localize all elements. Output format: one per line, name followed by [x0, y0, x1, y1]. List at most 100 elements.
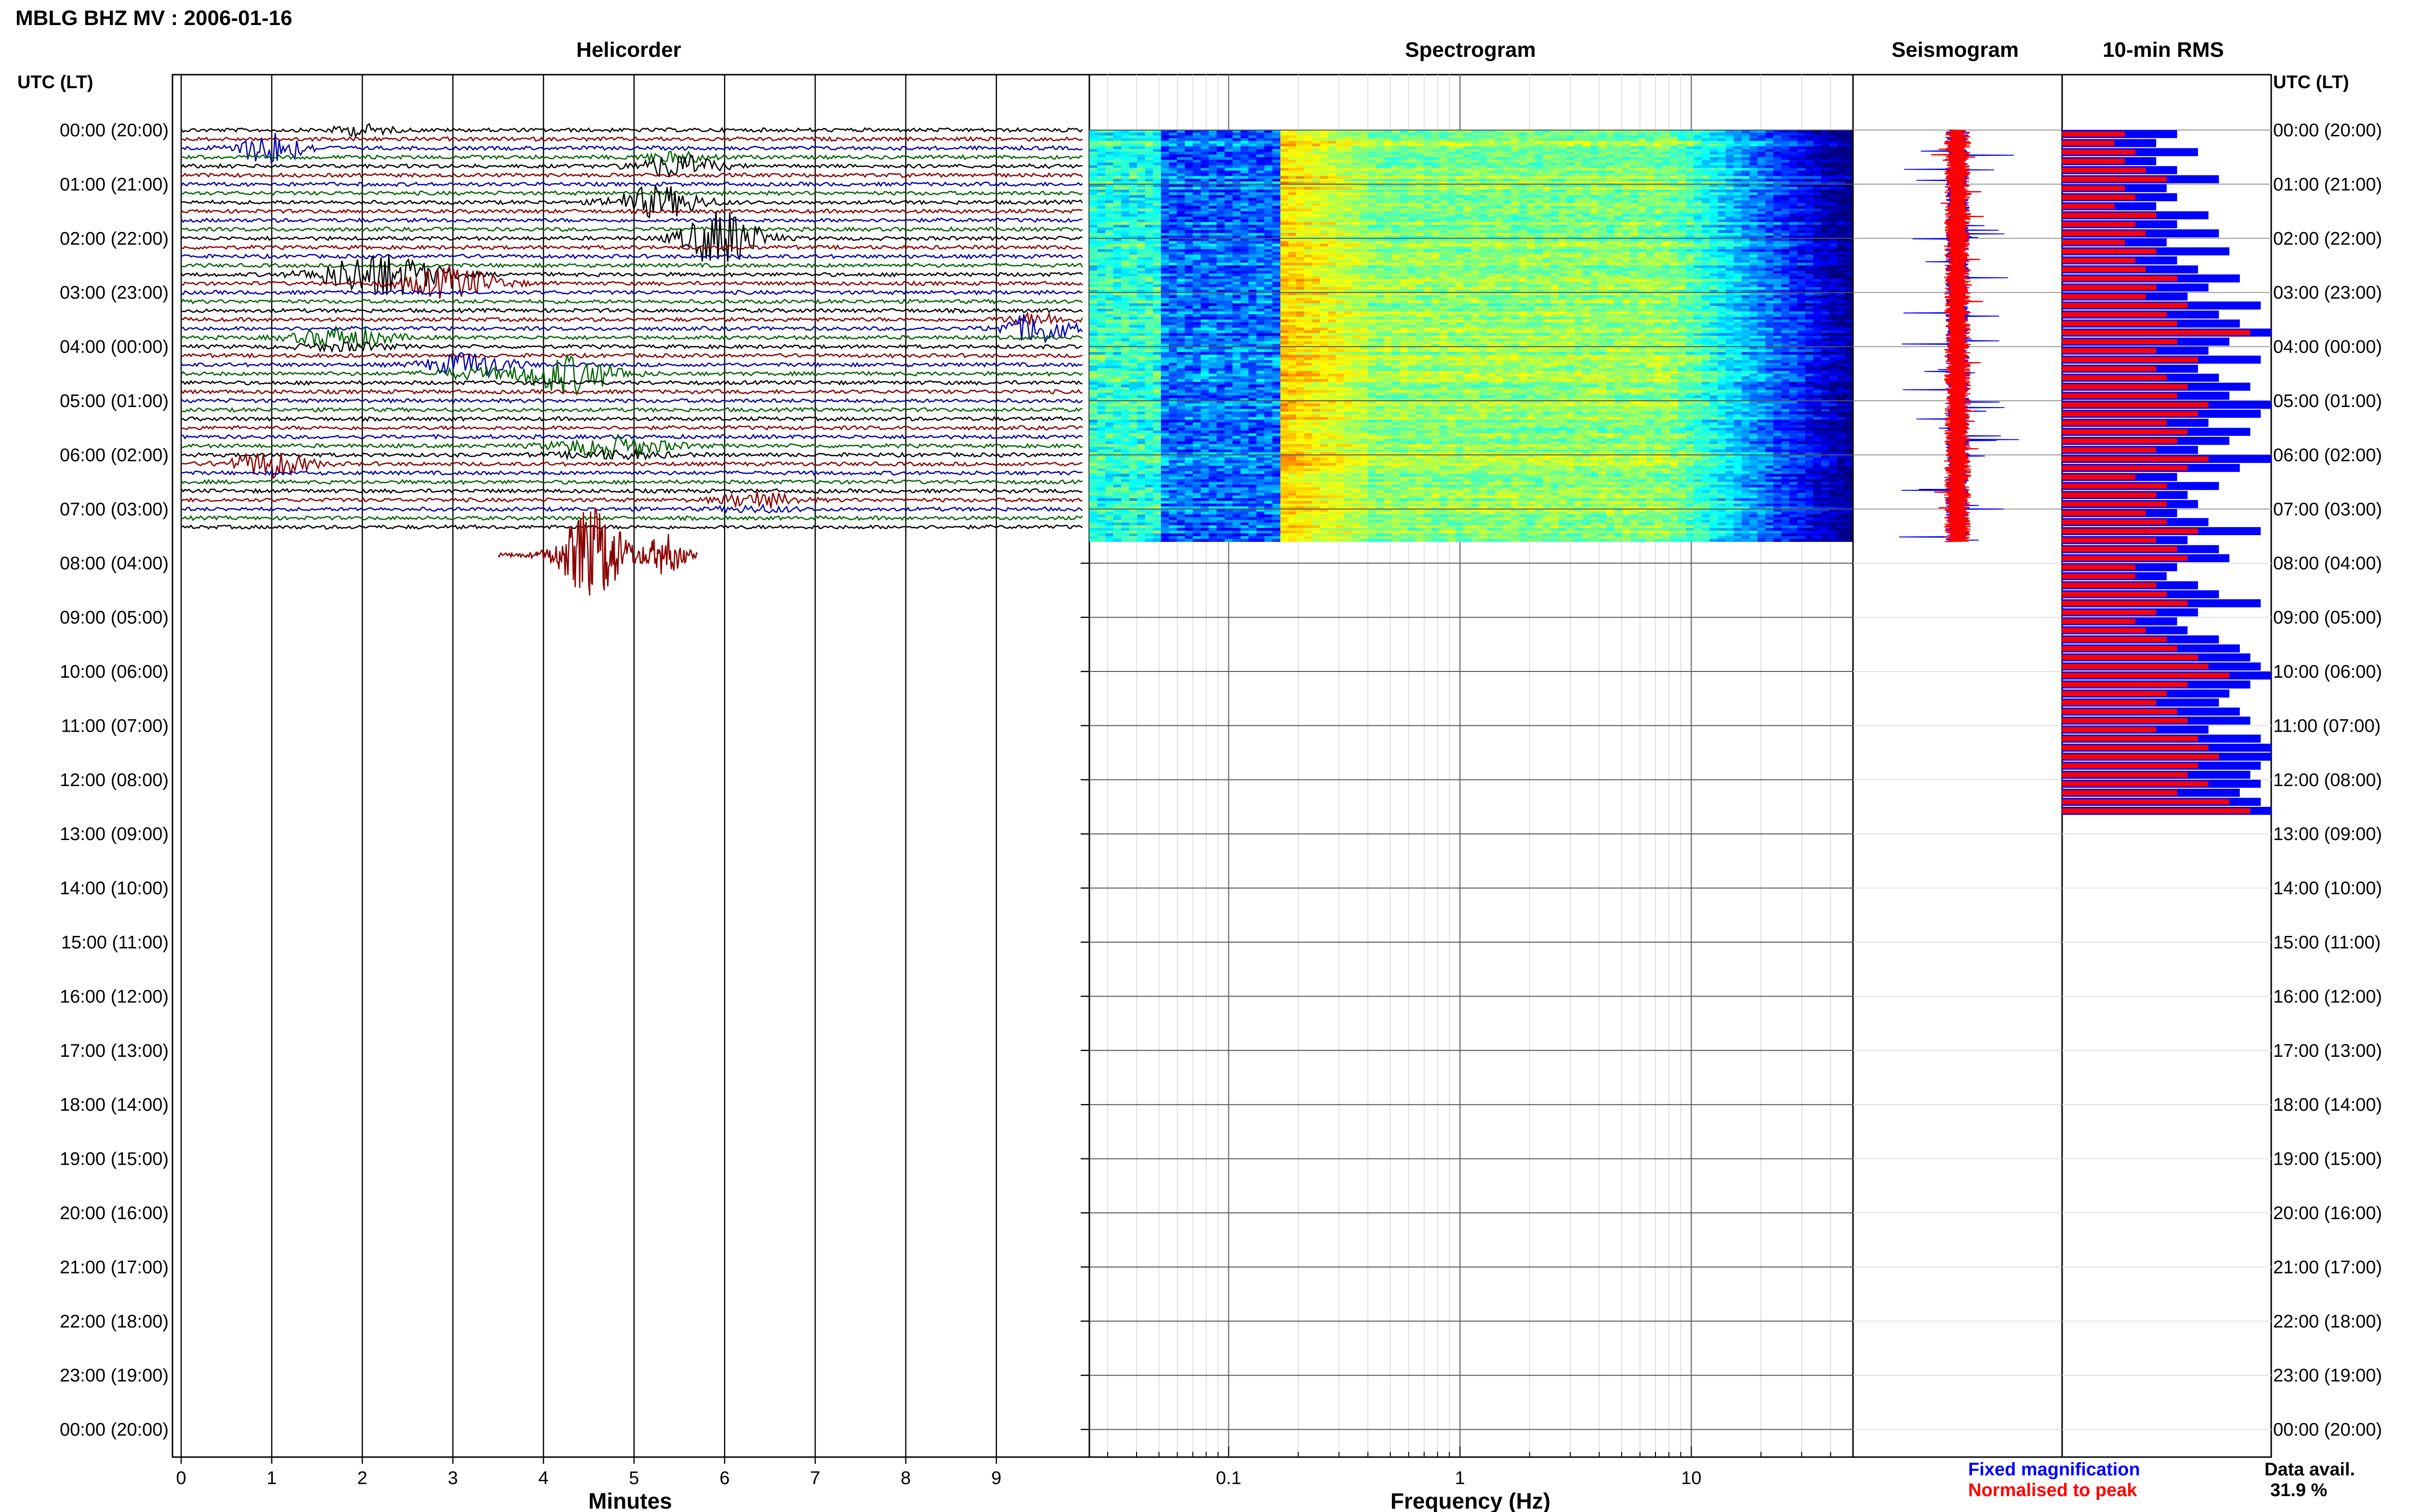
- spectrogram-cell: [1598, 192, 1607, 196]
- spectrogram-cell: [1280, 236, 1289, 239]
- spectrogram-cell: [1320, 152, 1329, 155]
- spectrogram-cell: [1821, 130, 1830, 133]
- spectrogram-cell: [1201, 195, 1209, 198]
- spectrogram-cell: [1686, 132, 1694, 136]
- spectrogram-cell: [1089, 254, 1098, 258]
- spectrogram-cell: [1654, 154, 1663, 158]
- spectrogram-cell: [1185, 222, 1193, 225]
- spectrogram-cell: [1415, 249, 1424, 252]
- spectrogram-cell: [1797, 254, 1806, 258]
- spectrogram-cell: [1328, 141, 1337, 144]
- spectrogram-cell: [1280, 159, 1289, 163]
- spectrogram-cell: [1296, 206, 1305, 209]
- spectrogram-cell: [1105, 176, 1114, 179]
- spectrogram-cell: [1105, 130, 1114, 133]
- spectrogram-cell: [1169, 260, 1178, 263]
- spectrogram-cell: [1240, 233, 1249, 236]
- spectrogram-cell: [1423, 132, 1432, 136]
- spectrogram-cell: [1718, 206, 1726, 209]
- spectrogram-cell: [1543, 149, 1551, 152]
- spectrogram-cell: [1829, 154, 1838, 158]
- spectrogram-cell: [1765, 195, 1774, 198]
- spectrogram-cell: [1105, 132, 1114, 136]
- spectrogram-cell: [1789, 162, 1798, 166]
- spectrogram-cell: [1367, 211, 1377, 214]
- spectrogram-cell: [1201, 246, 1209, 250]
- spectrogram-cell: [1280, 138, 1289, 142]
- spectrogram-cell: [1367, 187, 1377, 190]
- spectrogram-cell: [1129, 192, 1138, 196]
- spectrogram-cell: [1351, 135, 1361, 139]
- spectrogram-cell: [1686, 251, 1694, 255]
- spectrogram-cell: [1590, 230, 1599, 234]
- spectrogram-cell: [1773, 152, 1782, 155]
- spectrogram-cell: [1837, 171, 1846, 174]
- spectrogram-cell: [1550, 246, 1559, 250]
- spectrogram-cell: [1391, 157, 1400, 160]
- spectrogram-cell: [1535, 195, 1543, 198]
- spectrogram-cell: [1725, 224, 1734, 228]
- spectrogram-cell: [1137, 206, 1146, 209]
- spectrogram-cell: [1622, 254, 1631, 258]
- spectrogram-cell: [1646, 144, 1655, 147]
- spectrogram-cell: [1089, 206, 1098, 209]
- spectrogram-cell: [1479, 152, 1488, 155]
- spectrogram-cell: [1503, 206, 1511, 209]
- spectrogram-cell: [1367, 222, 1377, 225]
- spectrogram-cell: [1129, 200, 1138, 204]
- spectrogram-cell: [1288, 173, 1297, 177]
- spectrogram-cell: [1694, 168, 1703, 171]
- spectrogram-cell: [1757, 211, 1766, 214]
- spectrogram-cell: [1519, 206, 1527, 209]
- spectrogram-cell: [1383, 157, 1392, 160]
- spectrogram-cell: [1129, 187, 1138, 190]
- spectrogram-cell: [1471, 197, 1480, 201]
- spectrogram-cell: [1734, 179, 1742, 182]
- spectrogram-cell: [1781, 195, 1790, 198]
- spectrogram-cell: [1535, 173, 1543, 177]
- spectrogram-cell: [1566, 200, 1575, 204]
- helicorder-header: Helicorder: [576, 38, 681, 62]
- spectrogram-cell: [1376, 227, 1384, 231]
- spectrogram-cell: [1328, 249, 1337, 252]
- spectrogram-cell: [1344, 224, 1352, 228]
- spectrogram-cell: [1709, 189, 1719, 193]
- spectrogram-cell: [1614, 227, 1623, 231]
- spectrogram-cell: [1208, 249, 1217, 252]
- spectrogram-cell: [1479, 144, 1488, 147]
- spectrogram-cell: [1217, 181, 1225, 185]
- spectrogram-cell: [1749, 263, 1758, 266]
- spectrogram-cell: [1821, 244, 1830, 247]
- spectrogram-cell: [1511, 227, 1520, 231]
- spectrogram-cell: [1312, 249, 1321, 252]
- spectrogram-cell: [1725, 244, 1734, 247]
- spectrogram-cell: [1272, 195, 1281, 198]
- spectrogram-cell: [1535, 176, 1543, 179]
- helicorder-trace: [181, 172, 1083, 179]
- spectrogram-cell: [1590, 244, 1599, 247]
- spectrogram-cell: [1169, 206, 1178, 209]
- spectrogram-cell: [1670, 144, 1679, 147]
- spectrogram-cell: [1845, 184, 1853, 187]
- spectrogram-cell: [1479, 197, 1488, 201]
- spectrogram-cell: [1757, 260, 1766, 263]
- spectrogram-cell: [1328, 246, 1337, 250]
- spectrogram-cell: [1423, 263, 1432, 266]
- spectrogram-cell: [1105, 236, 1114, 239]
- spectrogram-cell: [1598, 181, 1607, 185]
- spectrogram-cell: [1662, 130, 1671, 133]
- spectrogram-cell: [1495, 184, 1504, 187]
- spectrogram-cell: [1121, 265, 1130, 269]
- time-label-left: 18:00 (14:00): [60, 1095, 169, 1115]
- spectrogram-cell: [1208, 211, 1217, 214]
- spectrogram-cell: [1511, 206, 1520, 209]
- spectrogram-cell: [1376, 260, 1384, 263]
- spectrogram-cell: [1224, 230, 1233, 234]
- spectrogram-cell: [1566, 130, 1575, 133]
- spectrogram-cell: [1527, 227, 1535, 231]
- spectrogram-cell: [1240, 236, 1249, 239]
- spectrogram-cell: [1662, 197, 1671, 201]
- spectrogram-cell: [1813, 157, 1822, 160]
- spectrogram-cell: [1614, 165, 1623, 169]
- spectrogram-cell: [1606, 195, 1615, 198]
